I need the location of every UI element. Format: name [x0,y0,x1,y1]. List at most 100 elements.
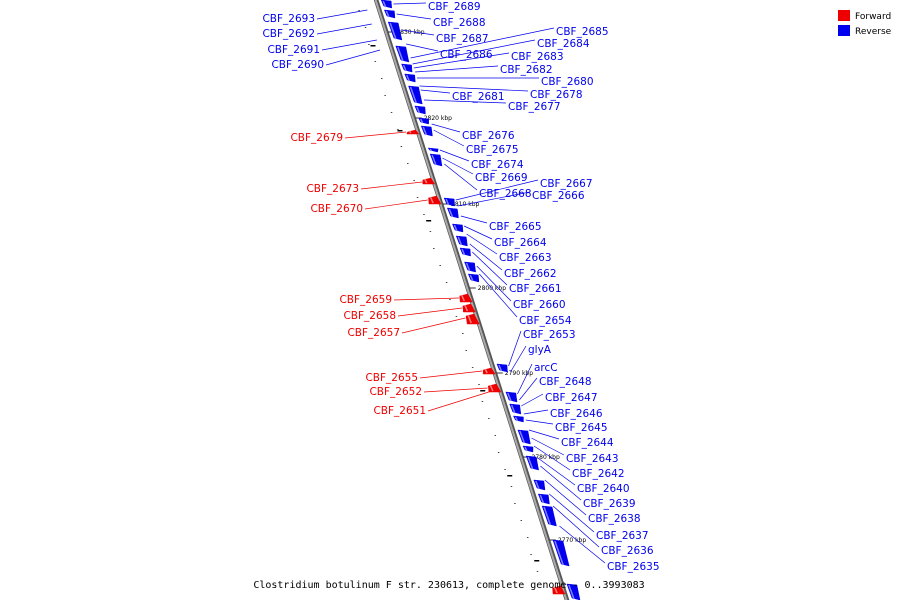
legend: Forward Reverse [838,10,892,37]
gene-label: CBF_2675 [466,144,519,156]
gene-label: arcC [534,362,558,374]
gene-label: CBF_2658 [343,310,396,322]
minor-tick [507,475,513,477]
gene-label: CBF_2642 [572,468,625,480]
label-leader [528,429,560,440]
gene-label: CBF_2670 [310,203,363,215]
minor-tick [526,537,529,538]
gene-label: CBF_2677 [508,101,561,113]
gene-label: CBF_2685 [556,26,609,38]
minor-tick [384,95,386,96]
minor-tick [455,316,458,317]
gene-shade [498,364,503,372]
gene-shade [464,304,469,312]
gene-label: CBF_2686 [440,49,493,61]
gene-shade [453,224,458,232]
label-leader [439,149,470,162]
minor-tick [530,554,532,555]
gene-shade [539,494,545,504]
gene-shade [514,416,519,422]
minor-tick [370,45,376,47]
minor-tick [478,384,480,385]
label-leader [455,179,539,201]
gene-label: CBF_2687 [436,33,489,45]
reverse-gene [522,445,534,453]
forward-gene [406,129,420,135]
label-leader [540,465,582,501]
label-leader [364,199,428,210]
label-leader [442,157,474,175]
tick-label: 2770 kbp [558,537,586,544]
minor-tick [364,27,367,28]
gene-label: CBF_2644 [561,437,614,449]
label-leaders [316,2,606,564]
minor-tick [520,520,523,521]
gene-shade [460,294,465,302]
gene-shade [507,392,512,402]
gene-label: CBF_2635 [607,561,660,573]
gene-shade [382,0,387,8]
label-leader [559,525,606,564]
gene-label: CBF_2663 [499,252,552,264]
gene-label: CBF_2676 [462,130,515,142]
gene-label: CBF_2661 [509,283,562,295]
minor-tick [445,282,448,283]
label-leader [419,370,483,379]
gene-shade [510,404,516,414]
gene-label: CBF_2639 [583,498,636,510]
gene-label: CBF_2660 [513,299,566,311]
gene-label: CBF_2662 [504,268,557,280]
label-leader [457,191,531,207]
minor-tick [433,248,435,249]
minor-tick [488,418,490,419]
gene-label: CBF_2673 [306,183,359,195]
gene-shade [484,368,488,374]
label-leader [415,65,499,73]
gene-shade [568,584,575,600]
minor-tick [426,220,432,222]
gene-label: CBF_2678 [530,89,583,101]
label-leader [472,251,508,286]
minor-tick [400,146,403,147]
label-leader [431,123,461,133]
gene-label: CBF_2637 [596,530,649,542]
label-leader [444,163,478,191]
label-leader [544,479,587,516]
gene-label: CBF_2683 [511,51,564,63]
tick-label: 2790 kbp [505,370,533,377]
tick-label: 2830 kbp [396,29,424,36]
legend-forward-label: Forward [855,12,891,22]
label-leader [508,330,522,367]
label-leader [412,39,536,65]
minor-tick [480,390,486,392]
minor-tick [514,503,516,504]
gene-label: CBF_2679 [290,132,343,144]
label-leader [360,181,423,190]
gene-shade [527,456,534,470]
gene-shade [429,148,433,152]
minor-tick [471,367,474,368]
gene-label: CBF_2664 [494,237,547,249]
gene-shade [461,248,466,256]
minor-tick [368,44,370,45]
minor-tick [439,265,441,266]
gene-shade [429,196,434,204]
gene-label: CBF_2657 [347,327,400,339]
label-leader [531,437,565,456]
gene-label: CBF_2640 [577,483,630,495]
reverse-gene [513,415,524,423]
gene-shade [467,314,472,324]
gene-label: CBF_2680 [541,76,594,88]
gene-label: CBF_2646 [550,408,603,420]
gene-label: CBF_2651 [373,405,426,417]
gene-shade [422,126,428,136]
label-leader [393,297,459,301]
minor-tick [449,299,451,300]
gene-shade [424,178,428,184]
minor-tick [429,231,432,232]
label-leader [552,505,600,548]
label-leader [413,52,510,69]
gene-label: CBF_2682 [500,64,553,76]
gene-shade [553,586,558,594]
label-leader [397,307,463,317]
